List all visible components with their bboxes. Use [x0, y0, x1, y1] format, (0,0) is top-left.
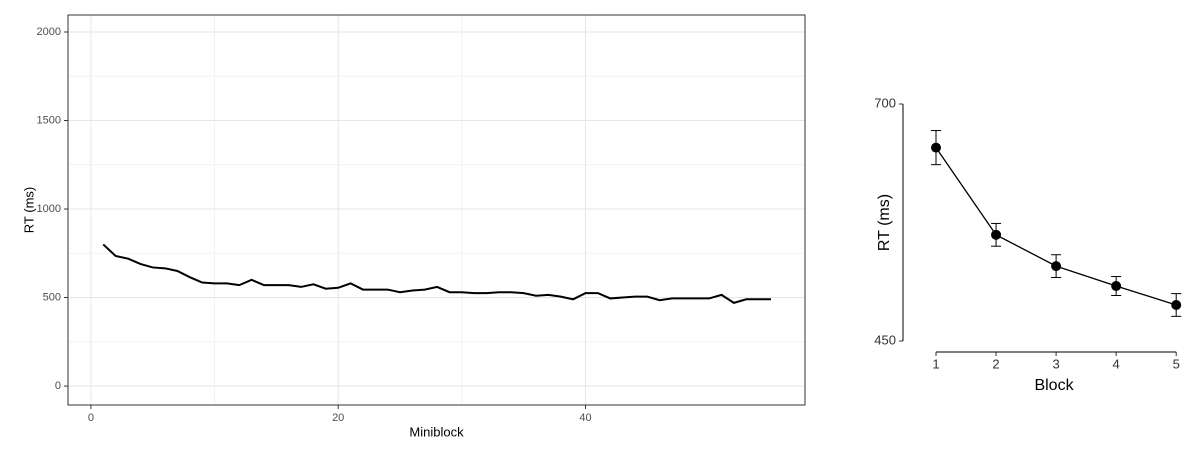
y-axis-label: RT (ms)	[876, 194, 893, 251]
y-tick-label: 700	[874, 95, 896, 110]
y-tick-label: 2000	[37, 26, 61, 38]
mean-line	[102, 243, 771, 304]
x-tick-label: 0	[88, 412, 94, 424]
x-tick-label: 1	[932, 356, 939, 371]
point	[1171, 299, 1182, 310]
y-axis-label: RT (ms)	[21, 187, 36, 233]
x-axis-label: Block	[1034, 377, 1074, 394]
x-tick-label: 40	[579, 412, 591, 424]
x-tick-label: 20	[332, 412, 344, 424]
x-tick-label: 4	[1113, 356, 1120, 371]
y-tick-label: 1500	[37, 114, 61, 126]
point	[1111, 281, 1122, 292]
x-axis-label: Miniblock	[409, 424, 464, 439]
panel: 450 700 1 2 3 4 5 Block RT (ms)	[874, 95, 1182, 394]
mean-line	[935, 147, 1177, 306]
y-tick-label: 450	[874, 332, 896, 347]
y-tick-label: 1000	[37, 203, 61, 215]
x-tick-label: 2	[992, 356, 999, 371]
x-tick-label: 3	[1052, 356, 1059, 371]
y-tick-label: 500	[43, 291, 61, 303]
y-tick-label: 0	[55, 380, 61, 392]
x-tick-label: 5	[1173, 356, 1180, 371]
point	[991, 229, 1002, 240]
panel: 0 500 1000 1500 2000 0 20 40 Miniblock RT (ms)	[21, 14, 806, 439]
panel-border	[67, 14, 806, 406]
point	[931, 142, 942, 153]
point	[1051, 261, 1062, 272]
